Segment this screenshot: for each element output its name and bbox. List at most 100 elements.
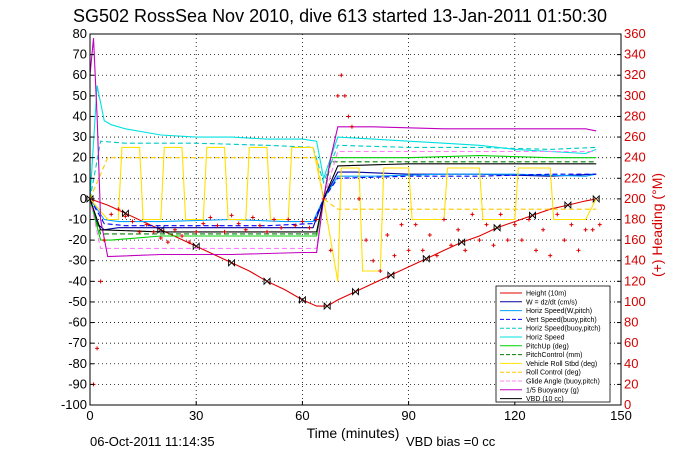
legend-entry: VBD (10 cc) [526,396,564,403]
heading-point [449,243,454,248]
series-line [89,140,597,199]
height-marker [157,225,165,234]
y2-tick-label: 340 [624,47,646,62]
heading-point [498,212,503,217]
y-tick-label: -30 [68,253,87,268]
x-tick-label: 150 [610,408,632,423]
heading-point [265,229,269,234]
y2-tick-label: 120 [624,273,646,288]
legend-entry: Vert Speed(buoy,pitch) [526,317,597,324]
legend-entry: 1/5 Buoyancy (g) [526,387,579,394]
y2-tick-label: 300 [624,88,646,103]
heading-point [95,346,100,351]
x-tick-label: 60 [295,408,309,423]
legend: Height (10m)W = dz/dt (cm/s) Horiz Speed(… [495,285,611,403]
y-tick-label: -40 [68,273,87,288]
y-tick-label: 80 [73,26,87,41]
heading-point [187,240,192,245]
heading-point [583,227,588,232]
heading-point [229,213,234,218]
heading-point [512,222,517,227]
height-marker [493,223,501,232]
timestamp-note: 06-Oct-2011 11:14:35 [90,434,215,449]
y-tick-label: -100 [61,397,87,412]
heading-point [534,248,539,253]
heading-point [470,212,475,217]
height-marker [298,295,306,304]
heading-point [321,196,326,201]
heading-point [314,217,319,222]
series-line [89,173,597,227]
heading-point [222,229,227,234]
y-tick-label: 10 [73,170,87,185]
height-marker [121,209,129,218]
heading-point [569,222,574,227]
y2-tick-label: 0 [624,397,631,412]
legend-entry: Height (10m) [526,291,566,298]
y-tick-label: -70 [68,335,87,350]
heading-point [442,217,446,222]
heading-point [427,232,432,237]
x-tick-label: 30 [189,408,203,423]
heading-point [257,223,262,228]
x-tick-label: 120 [504,408,526,423]
heading-point [215,223,220,228]
height-marker [228,258,236,267]
y2-tick-label: 260 [624,129,646,144]
heading-point [151,229,156,234]
heading-point [555,212,560,217]
y-tick-label: -10 [68,212,87,227]
heading-point [413,222,418,227]
heading-point [144,222,149,227]
heading-markers [91,73,602,387]
legend-box [495,285,611,403]
y-tick-label: 30 [73,129,87,144]
y-tick-label: 70 [73,47,87,62]
heading-point [548,253,553,258]
height-marker [263,277,271,286]
heading-point [434,253,439,258]
heading-point [123,214,128,219]
heading-point [526,217,531,222]
y-tick-label: -20 [68,232,87,247]
y-tick-label: 60 [73,67,87,82]
heading-point [456,227,461,232]
y-tick-label: -50 [68,294,87,309]
series-layer [86,38,600,311]
y2-tick-label: 140 [624,253,646,268]
heading-point [562,238,567,243]
legend-entry: Roll Control (deg) [526,370,581,377]
y-tick-label: -90 [68,376,87,391]
y2-tick-label: 40 [624,356,638,371]
heading-point [392,253,397,258]
legend-entry: Horiz Speed(buoy,pitch) [526,326,601,333]
legend-entry: Horiz Speed [526,335,565,342]
heading-point [477,238,482,243]
heading-point [286,217,291,222]
heading-point [272,217,277,222]
heading-point [335,93,340,98]
heading-point [339,73,344,78]
height-marker [529,211,536,220]
y-tick-label: 0 [80,191,87,206]
legend-entry: PitchControl (mm) [526,352,582,359]
heading-point [328,248,333,253]
y2-tick-label: 20 [624,376,638,391]
heading-point [279,225,284,230]
legend-entry: W = dz/dt (cm/s) [526,299,577,306]
y2-tick-label: 80 [624,315,638,330]
heading-point [137,229,142,234]
heading-point [484,222,489,227]
legend-entry: Glide Angle (buoy,pitch) [526,379,600,386]
legend-entry: PitchUp (deg) [526,343,569,350]
y2-tick-label: 160 [624,232,646,247]
legend-entry: Horiz Speed(W,pitch) [526,308,592,315]
y2-tick-label: 60 [624,335,638,350]
height-marker [323,301,331,311]
y2-tick-label: 220 [624,170,646,185]
y-tick-label: -80 [68,356,87,371]
height-marker [458,238,466,247]
heading-point [102,238,107,243]
heading-point [378,269,383,274]
heading-point [293,223,298,228]
